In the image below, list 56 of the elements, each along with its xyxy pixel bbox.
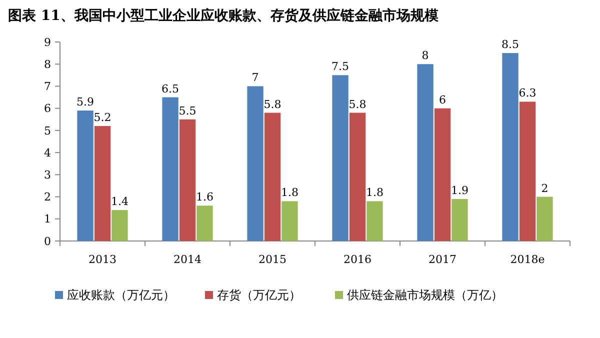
y-tick-label: 1 [44,212,51,226]
bar [434,108,451,241]
data-label: 6.3 [518,86,536,100]
legend-label: 应收账款（万亿元） [67,288,175,302]
y-tick-label: 5 [44,124,51,138]
x-tick-label: 2017 [428,253,456,266]
bar [112,210,128,241]
data-label: 1.6 [196,190,214,204]
bar [282,201,298,241]
y-tick-label: 9 [44,36,51,49]
bar [247,86,264,241]
x-tick-label: 2013 [88,253,116,266]
data-label: 5.8 [348,98,366,111]
y-tick-label: 2 [44,190,51,204]
bar [417,64,434,241]
data-label: 5.2 [94,111,112,124]
data-label: 8.5 [502,38,520,52]
legend-label: 存货（万亿元） [217,288,301,302]
data-label: 7 [252,71,259,84]
legend-label: 供应链金融市场规模（万亿） [347,288,503,302]
x-tick-label: 2016 [344,253,372,266]
data-label: 5.5 [178,104,196,118]
data-label: 1.8 [280,186,298,200]
x-tick-label: 2015 [258,253,286,266]
x-tick-label: 2018e [510,253,545,266]
y-tick-label: 0 [44,234,51,248]
bar [196,206,213,241]
data-label: 1.8 [366,186,384,200]
bar [536,196,553,241]
bar [77,110,94,241]
data-label: 5.8 [264,98,282,111]
bar [349,112,366,241]
bar [94,126,111,241]
chart-title: 图表 11、我国中小型工业企业应收账款、存货及供应链金融市场规模 [8,7,440,24]
bar [452,198,468,241]
data-label: 1.4 [110,195,128,208]
y-tick-label: 7 [44,80,51,94]
y-tick-label: 3 [44,168,51,182]
bar [162,97,178,241]
x-tick-label: 2014 [174,253,202,266]
bar [332,75,348,241]
y-tick-label: 8 [44,58,51,71]
data-label: 6 [439,93,446,106]
data-label: 8 [422,49,429,62]
y-tick-label: 6 [44,102,51,116]
data-label: 5.9 [76,96,94,109]
data-label: 7.5 [332,60,350,74]
bar [264,112,281,241]
data-label: 6.5 [162,82,180,96]
data-label: 1.9 [450,184,468,197]
bar [519,102,536,241]
bar [366,201,383,241]
data-label: 2 [541,182,548,195]
bar [502,53,518,241]
bar [179,119,196,241]
y-tick-label: 4 [44,146,51,160]
